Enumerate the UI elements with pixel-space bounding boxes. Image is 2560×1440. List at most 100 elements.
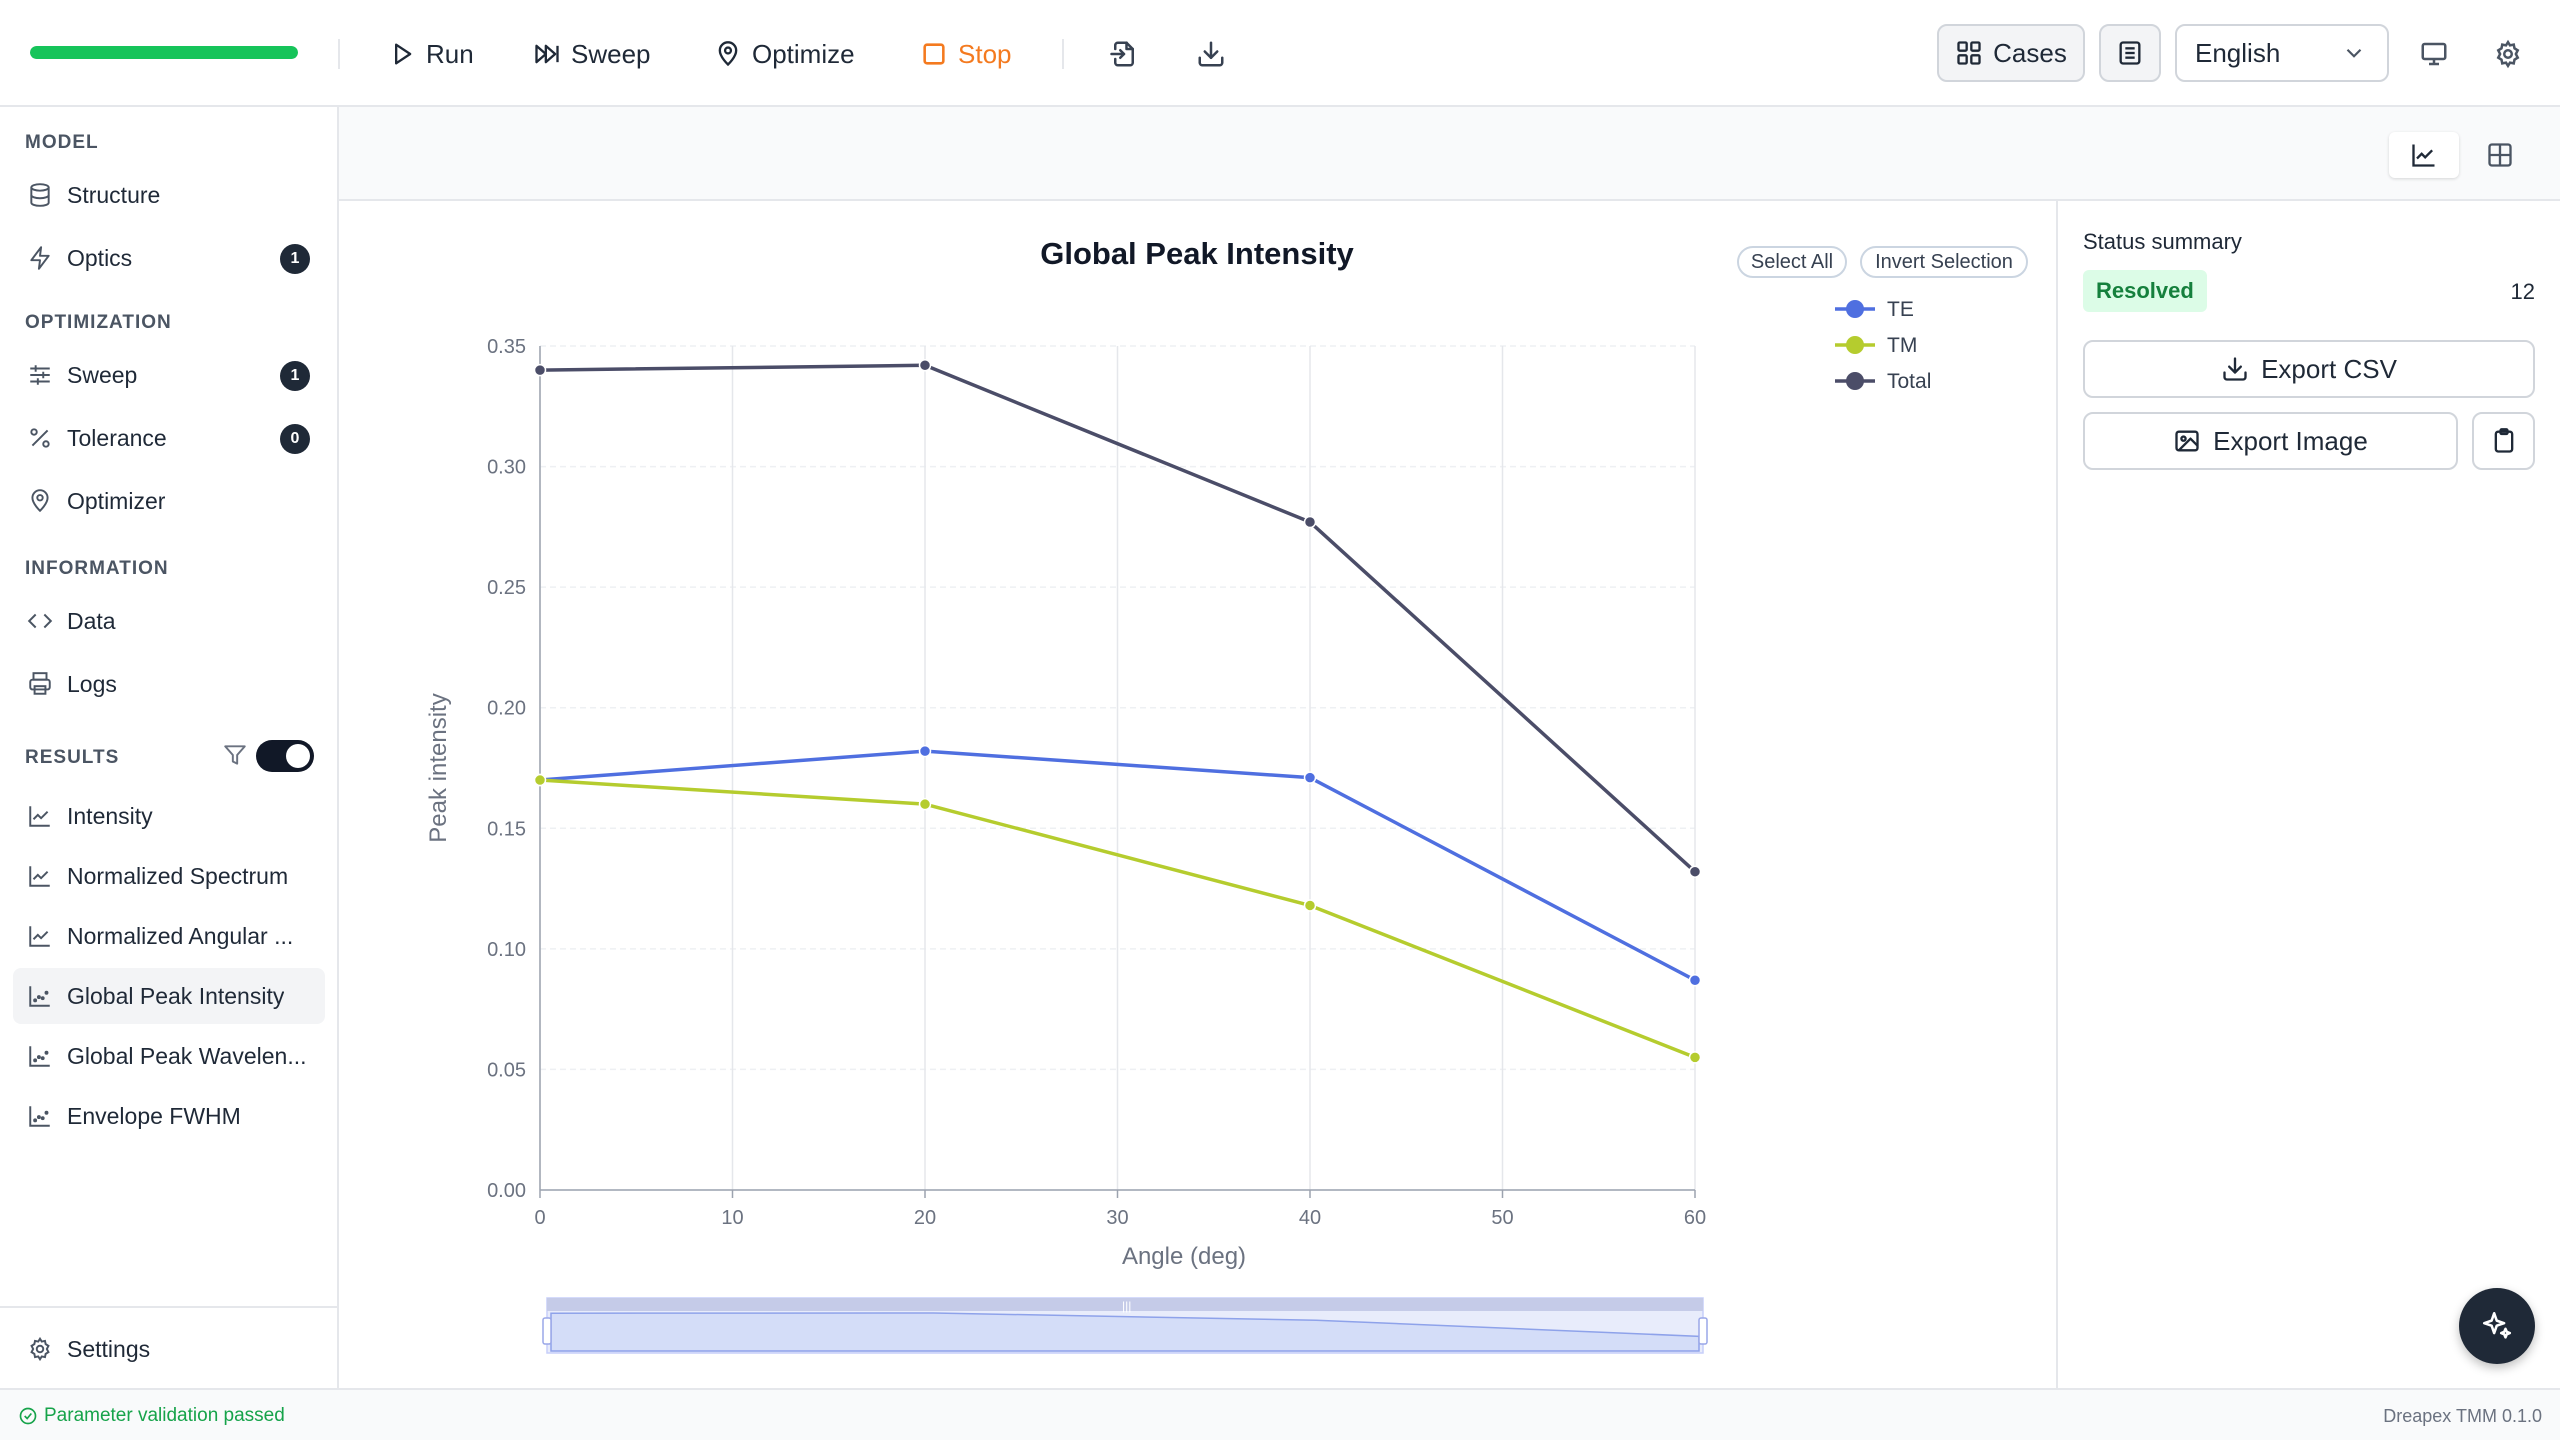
series-line-te	[539, 749, 1696, 982]
scatter-chart-icon	[29, 986, 50, 1007]
line-chart-icon	[29, 926, 50, 947]
legend-marker	[1846, 300, 1864, 318]
stop-label: Stop	[958, 38, 1012, 69]
select-all-button[interactable]: Select All	[1737, 246, 1847, 278]
y-tick-label: 0.35	[487, 336, 526, 358]
y-tick-label: 0.05	[487, 1059, 526, 1081]
sidebar-item-envelope-fwhm[interactable]: Envelope FWHM	[13, 1088, 325, 1144]
scatter-chart-icon	[29, 1106, 50, 1127]
run-button[interactable]: Run	[388, 30, 474, 78]
chart-view-button[interactable]	[2389, 132, 2459, 178]
x-tick-label: 40	[1299, 1207, 1321, 1229]
zoom-left-handle[interactable]	[542, 1317, 552, 1345]
sidebar-item-global-peak-wavelength[interactable]: Global Peak Wavelen...	[13, 1028, 325, 1084]
sidebar-item-structure[interactable]: Structure	[13, 167, 325, 223]
sidebar-item-data[interactable]: Data	[13, 593, 325, 649]
x-tick-label: 20	[914, 1207, 936, 1229]
sidebar-item-tolerance[interactable]: Tolerance 0	[13, 410, 325, 466]
download-icon	[2223, 357, 2247, 381]
app-version: Dreapex TMM 0.1.0	[2383, 1406, 2542, 1426]
sidebar-item-label: Global Peak Intensity	[67, 982, 285, 1009]
line-chart-icon	[29, 806, 50, 827]
sidebar-item-label: Optics	[67, 244, 133, 271]
sidebar-item-intensity[interactable]: Intensity	[13, 788, 325, 844]
export-image-button[interactable]: Export Image	[2083, 412, 2458, 470]
sidebar-item-settings[interactable]: Settings	[13, 1321, 325, 1377]
sidebar: MODEL Structure Optics 1 OPTIMIZATION Sw…	[0, 107, 339, 1388]
scatter-chart-icon	[29, 1046, 50, 1067]
section-label-information: INFORMATION	[25, 558, 169, 579]
chart-area: Global Peak Intensity 0.00 0.05 0.10 0.15 0.…	[339, 201, 2056, 1388]
y-tick-label: 0.15	[487, 818, 526, 840]
invert-selection-button[interactable]: Invert Selection	[1860, 246, 2028, 278]
document-icon	[2119, 41, 2141, 65]
series-line-total	[539, 363, 1697, 873]
data-zoom-slider[interactable]: |||	[542, 1297, 1708, 1354]
grid-lines	[539, 345, 1696, 1191]
printer-icon	[29, 672, 51, 695]
data-point-total	[918, 359, 932, 372]
map-pin-icon	[718, 41, 738, 67]
status-bar: Parameter validation passed Dreapex TMM …	[0, 1388, 2560, 1440]
notes-button[interactable]	[2099, 24, 2161, 82]
view-toggle	[2385, 128, 2539, 182]
results-toggle[interactable]	[256, 740, 314, 772]
sidebar-item-global-peak-intensity[interactable]: Global Peak Intensity	[13, 968, 325, 1024]
sidebar-item-optimizer[interactable]: Optimizer	[13, 473, 325, 529]
sidebar-item-label: Optimizer	[67, 487, 166, 514]
copy-button[interactable]	[2472, 412, 2535, 470]
status-panel: Status summary Resolved 12 Export CSV Ex…	[2056, 201, 2560, 1388]
skip-forward-icon	[535, 44, 559, 64]
status-summary-title: Status summary	[2083, 229, 2242, 254]
validation-status-text: Parameter validation passed	[44, 1405, 285, 1426]
line-chart-icon	[29, 866, 50, 887]
x-axis-label: Angle (deg)	[1122, 1243, 1246, 1270]
export-csv-button[interactable]: Export CSV	[2083, 340, 2535, 398]
sweep-button[interactable]: Sweep	[533, 30, 651, 78]
stop-button[interactable]: Stop	[920, 30, 1012, 78]
export-image-label: Export Image	[2213, 425, 2368, 456]
sidebar-item-normalized-spectrum[interactable]: Normalized Spectrum	[13, 848, 325, 904]
settings-gear-button[interactable]	[2490, 36, 2526, 72]
view-bar	[339, 107, 2560, 201]
data-point-te	[1688, 973, 1702, 987]
legend-item-total: Total	[1887, 370, 1931, 393]
zoom-preview-area	[550, 1312, 1700, 1352]
grid-icon	[1957, 41, 1981, 65]
data-point-total	[533, 363, 547, 377]
cases-button[interactable]: Cases	[1937, 24, 2085, 82]
database-icon	[30, 183, 50, 207]
table-view-button[interactable]	[2465, 132, 2535, 178]
sliders-icon	[30, 365, 50, 385]
language-select[interactable]: English	[2175, 24, 2389, 82]
data-point-total	[1303, 515, 1317, 529]
data-point-tm	[1303, 899, 1317, 912]
display-button[interactable]	[2416, 36, 2452, 72]
sidebar-item-sweep[interactable]: Sweep 1	[13, 347, 325, 403]
sidebar-item-optics[interactable]: Optics 1	[13, 230, 325, 286]
legend-marker	[1846, 336, 1864, 354]
assistant-fab[interactable]	[2459, 1288, 2535, 1364]
legend-marker	[1846, 372, 1864, 390]
x-tick-label: 60	[1684, 1207, 1706, 1229]
optimize-button[interactable]: Optimize	[714, 30, 855, 78]
y-tick-label: 0.30	[487, 457, 526, 479]
zoom-handle-bar[interactable]	[547, 1298, 1703, 1311]
download-button[interactable]	[1193, 36, 1229, 72]
sidebar-item-logs[interactable]: Logs	[13, 656, 325, 712]
y-tick-label: 0.25	[487, 577, 526, 599]
sidebar-item-normalized-angular[interactable]: Normalized Angular ...	[13, 908, 325, 964]
filter-icon[interactable]	[222, 742, 248, 768]
zoom-right-handle[interactable]	[1698, 1317, 1708, 1345]
data-point-te	[1303, 771, 1317, 784]
legend-item-te: TE	[1887, 298, 1914, 321]
sidebar-item-label: Logs	[67, 670, 117, 697]
legend-item-tm: TM	[1887, 334, 1917, 357]
data-point-tm	[1688, 1051, 1702, 1064]
count-badge: 1	[280, 361, 310, 391]
import-button[interactable]	[1106, 36, 1142, 72]
toolbar-divider	[338, 39, 340, 69]
global-peak-intensity-chart[interactable]: Global Peak Intensity 0.000.050.100.150.…	[339, 201, 2056, 1388]
axes: 0.00 0.05 0.10 0.15 0.20 0.25 0.30 0.35 0 10 20 30 4…	[487, 336, 1706, 1229]
toolbar-divider	[1062, 39, 1064, 69]
